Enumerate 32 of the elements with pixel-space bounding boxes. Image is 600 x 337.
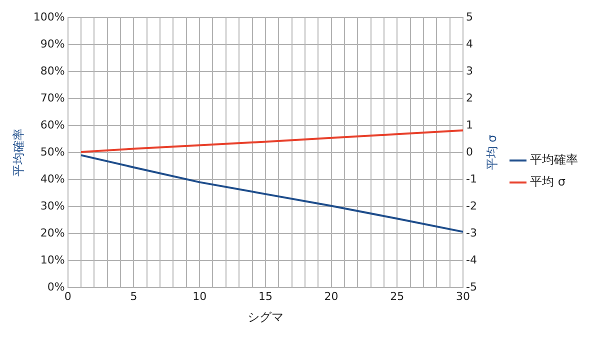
x-tick-label: 15: [258, 290, 272, 303]
x-axis-title: シグマ: [247, 310, 284, 324]
y-tick-label: 80%: [40, 64, 65, 78]
y2-tick-label: -1: [466, 172, 477, 186]
y-tick-label: 50%: [40, 145, 65, 158]
y2-tick-label: -3: [466, 226, 477, 240]
y-tick-label: 100%: [33, 10, 65, 24]
x-tick-label: 25: [390, 290, 404, 303]
y2-tick-label: 5: [466, 10, 474, 24]
y2-tick-label: 1: [466, 118, 474, 132]
y-tick-label: 30%: [40, 199, 65, 212]
y-tick-label: 40%: [40, 172, 65, 186]
y-tick-label: 90%: [40, 37, 65, 50]
y-axis-title: 平均確率: [11, 128, 26, 176]
y2-tick-label: 2: [466, 91, 474, 104]
y2-axis-title: 平均 σ: [485, 134, 500, 170]
x-tick-label: 20: [324, 290, 338, 303]
y2-tick-label: -4: [466, 253, 477, 266]
y2-tick-label: 3: [466, 64, 474, 78]
y2-tick-label: 4: [466, 37, 474, 50]
x-tick-label: 0: [64, 290, 72, 303]
y-tick-label: 0%: [47, 280, 65, 294]
legend-label: 平均確率: [530, 152, 578, 167]
y2-tick-label: 0: [466, 145, 474, 158]
y-tick-label: 10%: [40, 253, 65, 266]
x-tick-label: 10: [192, 290, 207, 303]
legend-label: 平均 σ: [530, 174, 566, 189]
y-tick-label: 70%: [40, 91, 65, 104]
x-tick-label: 5: [130, 290, 138, 303]
y-tick-label: 60%: [40, 118, 65, 132]
y-tick-label: 20%: [40, 226, 65, 240]
y2-tick-label: -2: [466, 199, 477, 212]
